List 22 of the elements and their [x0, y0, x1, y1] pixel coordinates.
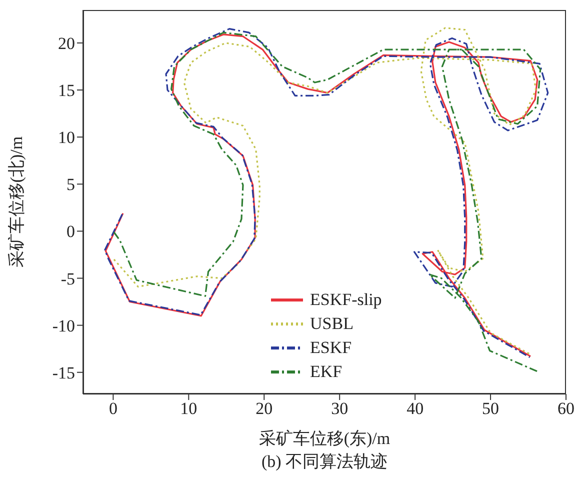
x-tick-label: 10: [180, 399, 198, 418]
x-tick-label: 30: [331, 399, 348, 418]
y-tick-label: 15: [58, 81, 75, 100]
y-tick-label: 5: [66, 175, 75, 194]
x-axis-title: 采矿车位移(东)/m: [258, 429, 390, 448]
y-tick-label: 10: [58, 128, 75, 148]
y-tick-label: -10: [52, 316, 75, 336]
x-tick-label: 40: [406, 399, 424, 418]
x-tick-label: 60: [558, 399, 574, 418]
x-tick-label: 50: [482, 399, 500, 418]
x-tick-label: 20: [256, 399, 273, 418]
x-tick-label: 0: [108, 399, 118, 418]
legend-label: EKF: [310, 361, 342, 383]
y-tick-label: 0: [66, 222, 75, 242]
legend-label: ESKF-slip: [310, 289, 382, 311]
legend-label: USBL: [310, 313, 354, 335]
y-axis-title: 采矿车位移(北)/m: [7, 136, 26, 268]
legend-label: ESKF: [310, 337, 352, 359]
y-tick-label: -15: [52, 363, 75, 382]
text: (b) 不同算法轨迹: [260, 451, 389, 473]
y-tick-label: 20: [58, 34, 75, 53]
y-tick-label: -5: [60, 269, 75, 288]
